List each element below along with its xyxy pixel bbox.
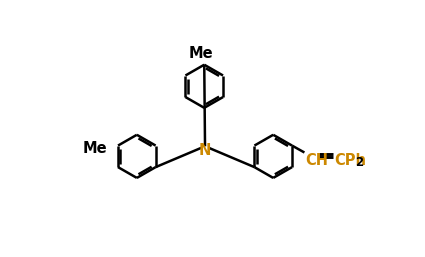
Text: CPh: CPh bbox=[334, 153, 367, 168]
Text: N: N bbox=[199, 143, 211, 158]
Text: CH: CH bbox=[305, 153, 328, 168]
Text: Me: Me bbox=[82, 141, 107, 156]
Text: Me: Me bbox=[189, 46, 213, 61]
Text: 2: 2 bbox=[355, 156, 363, 169]
